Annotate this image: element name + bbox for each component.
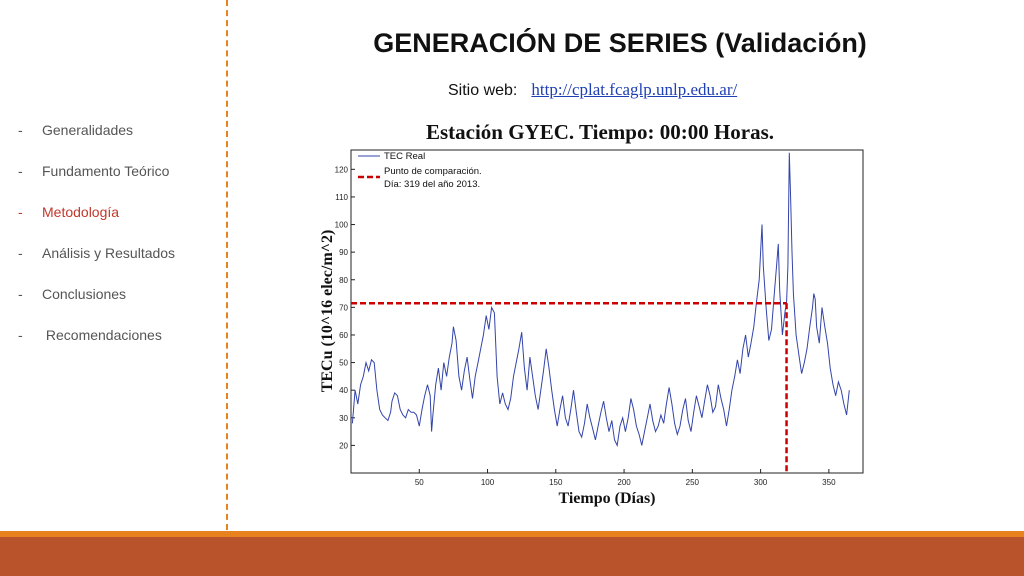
sidebar-item-generalidades[interactable]: - Generalidades bbox=[18, 122, 134, 138]
series-tec-real-line bbox=[351, 152, 850, 448]
vertical-divider bbox=[226, 0, 228, 530]
y-tick-label: 20 bbox=[339, 441, 348, 450]
legend-label-comparison: Punto de comparación. bbox=[384, 166, 482, 177]
sidebar-item-label: Generalidades bbox=[42, 122, 134, 138]
y-tick-label: 110 bbox=[335, 193, 348, 202]
y-tick-label: 60 bbox=[339, 331, 348, 340]
sidebar-item-metodologia[interactable]: - Metodología bbox=[18, 204, 120, 220]
legend-label-day: Día: 319 del año 2013. bbox=[384, 179, 480, 190]
y-tick-label: 40 bbox=[339, 386, 348, 395]
x-tick-label: 200 bbox=[617, 478, 631, 487]
y-tick-label: 80 bbox=[339, 276, 348, 285]
footer-band bbox=[0, 537, 1024, 576]
sidebar-nav: - Generalidades - Fundamento Teórico - Meto… bbox=[18, 122, 218, 368]
x-tick-label: 250 bbox=[686, 478, 700, 487]
sidebar-item-recomendaciones[interactable]: - Recomendaciones bbox=[18, 327, 162, 343]
website-link[interactable]: http://cplat.fcaglp.unlp.edu.ar/ bbox=[531, 80, 738, 99]
x-axis-label: Tiempo (Días) bbox=[558, 490, 655, 507]
sidebar-item-label: Conclusiones bbox=[42, 286, 127, 302]
y-axis-label: TECu (10^16 elec/m^2) bbox=[319, 230, 336, 393]
sidebar-item-analisis-resultados[interactable]: - Análisis y Resultados bbox=[18, 245, 176, 261]
y-tick-label: 90 bbox=[339, 248, 348, 257]
sidebar-item-label: Fundamento Teórico bbox=[42, 163, 170, 179]
sidebar-item-fundamento-teorico[interactable]: - Fundamento Teórico bbox=[18, 163, 170, 179]
y-axis-ticks: 20 30 40 50 60 70 80 90 100 110 120 bbox=[335, 165, 355, 450]
footer-accent-stripe bbox=[0, 531, 1024, 537]
sidebar-item-label: Análisis y Resultados bbox=[42, 245, 176, 261]
legend-label-tec-real: TEC Real bbox=[384, 151, 425, 162]
chart-title: Estación GYEC. Tiempo: 00:00 Horas. bbox=[425, 120, 775, 144]
x-tick-label: 350 bbox=[822, 478, 836, 487]
y-tick-label: 30 bbox=[339, 414, 348, 423]
sidebar-item-label: Metodología bbox=[42, 204, 120, 220]
website-line: Sitio web: http://cplat.fcaglp.unlp.edu.a… bbox=[448, 80, 737, 100]
x-tick-label: 150 bbox=[549, 478, 563, 487]
y-tick-label: 120 bbox=[335, 165, 349, 174]
x-tick-label: 100 bbox=[481, 478, 495, 487]
website-label: Sitio web: bbox=[448, 82, 518, 99]
page-title: GENERACIÓN DE SERIES (Validación) bbox=[373, 28, 867, 58]
y-tick-label: 50 bbox=[339, 359, 348, 368]
y-tick-label: 100 bbox=[335, 221, 349, 230]
x-tick-label: 300 bbox=[754, 478, 768, 487]
sidebar-item-label: Recomendaciones bbox=[42, 327, 162, 343]
sidebar-item-conclusiones[interactable]: - Conclusiones bbox=[18, 286, 127, 302]
x-tick-label: 50 bbox=[415, 478, 424, 487]
chart-legend: TEC Real Punto de comparación. Día: 319 … bbox=[358, 151, 482, 190]
y-tick-label: 70 bbox=[339, 303, 348, 312]
x-axis-ticks: 50 100 150 200 250 300 350 bbox=[415, 469, 836, 487]
